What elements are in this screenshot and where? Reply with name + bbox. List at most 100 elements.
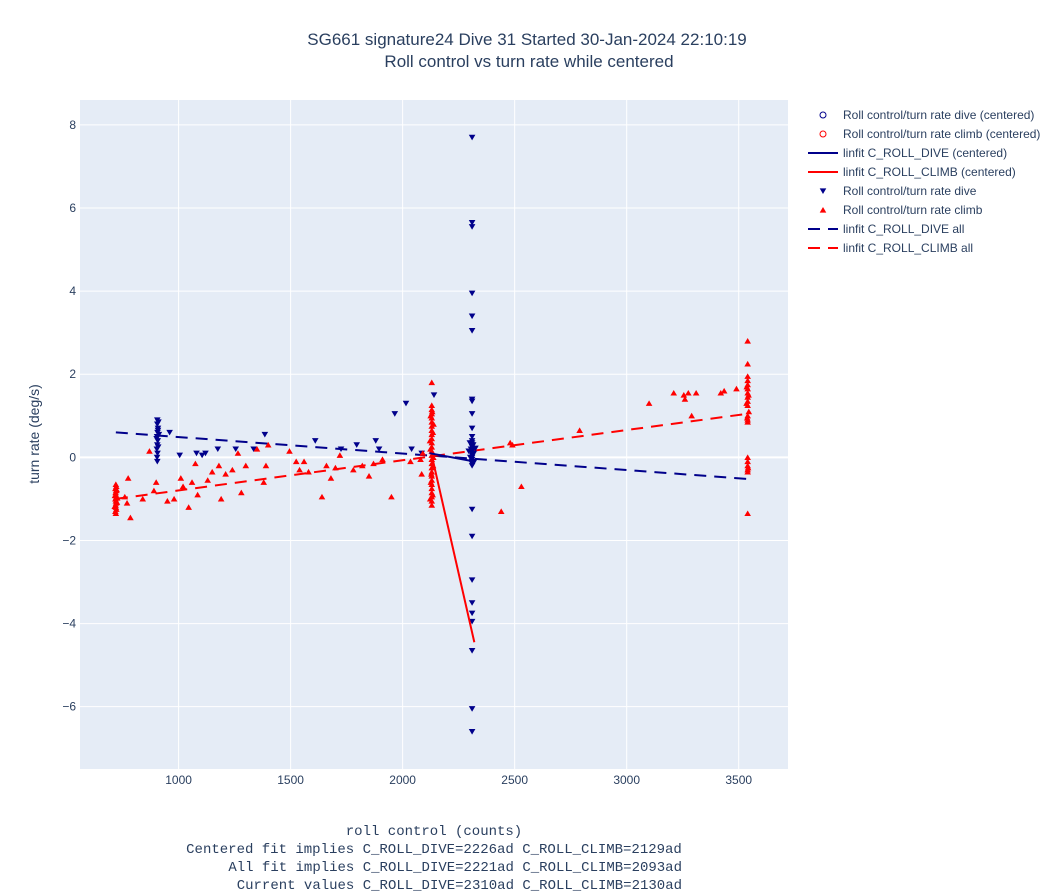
data-point [402, 400, 410, 407]
x-tick-label: 3000 [613, 773, 640, 787]
data-point [681, 396, 689, 402]
data-point [188, 479, 196, 485]
data-point [375, 446, 383, 453]
data-point [154, 427, 162, 434]
data-point [139, 495, 147, 502]
data-point [408, 446, 415, 453]
data-point [684, 389, 692, 396]
legend-item[interactable]: linfit C_ROLL_CLIMB all [808, 241, 973, 255]
data-point [468, 134, 476, 141]
data-point [242, 462, 250, 469]
data-point [745, 408, 753, 415]
y-tick-label: 8 [69, 118, 76, 132]
data-point [166, 429, 173, 436]
data-point [176, 452, 184, 459]
data-point [429, 429, 437, 436]
data-point [468, 600, 476, 606]
data-point [229, 466, 236, 473]
data-point [150, 487, 158, 494]
legend-label: Roll control/turn rate climb [843, 203, 983, 217]
data-point [353, 442, 361, 448]
series-line [115, 431, 748, 480]
data-point [692, 389, 700, 396]
data-point [391, 411, 399, 417]
data-point [379, 456, 386, 463]
data-point [214, 446, 222, 453]
data-point [468, 328, 476, 334]
legend-item[interactable]: Roll control/turn rate dive (centered) [819, 108, 1034, 122]
data-point [296, 466, 303, 473]
x-axis-title: roll control (counts) [346, 824, 522, 840]
data-point [370, 460, 377, 467]
data-point [407, 458, 414, 465]
data-point [468, 398, 476, 405]
y-tick-label: 4 [69, 284, 76, 298]
data-point [426, 495, 434, 502]
x-axis-title-group: roll control (counts) Centered fit impli… [186, 824, 682, 894]
data-point [262, 462, 270, 469]
y-tick-label: 6 [69, 201, 76, 215]
data-point [468, 224, 476, 230]
data-point [164, 497, 171, 504]
data-point [250, 446, 257, 453]
legend-swatch [819, 188, 827, 194]
legend-label: Roll control/turn rate dive [843, 184, 977, 198]
data-point [154, 444, 162, 450]
data-point [576, 427, 583, 433]
chart-subtitle: Roll control vs turn rate while centered [384, 52, 673, 71]
legend-item[interactable]: Roll control/turn rate dive [819, 184, 977, 198]
data-point [336, 452, 344, 458]
data-point [153, 436, 160, 442]
legend: Roll control/turn rate dive (centered) Ro… [808, 108, 1040, 255]
data-point [194, 491, 201, 498]
data-point [185, 504, 192, 510]
legend-swatch [819, 207, 827, 213]
data-point [372, 438, 380, 444]
legend-item[interactable]: linfit C_ROLL_CLIMB (centered) [808, 165, 1016, 179]
legend-item[interactable]: linfit C_ROLL_DIVE (centered) [808, 146, 1007, 160]
data-point [427, 412, 434, 419]
data-point [670, 389, 678, 396]
data-point [468, 433, 476, 440]
data-point [428, 470, 435, 477]
data-point [430, 421, 437, 427]
data-point [426, 437, 434, 444]
data-point [153, 454, 161, 461]
data-point [509, 441, 516, 448]
legend-item[interactable]: linfit C_ROLL_DIVE all [808, 222, 964, 236]
data-point [468, 706, 476, 712]
data-point [177, 475, 185, 481]
y-axis-title: turn rate (deg/s) [26, 384, 42, 484]
x-tick-label: 1000 [165, 773, 192, 787]
data-point [428, 502, 436, 508]
legend-item[interactable]: Roll control/turn rate climb [819, 203, 983, 217]
data-point [170, 495, 178, 502]
data-point [733, 385, 740, 392]
chart-title-group: SG661 signature24 Dive 31 Started 30-Jan… [307, 30, 746, 71]
series-line [115, 412, 748, 500]
data-point [111, 503, 119, 509]
data-point [388, 493, 395, 500]
data-point [113, 499, 121, 505]
legend-item[interactable]: Roll control/turn rate climb (centered) [819, 127, 1040, 141]
data-point [744, 464, 752, 471]
data-point [744, 454, 751, 460]
data-point [232, 446, 240, 453]
data-point [468, 729, 476, 735]
data-point [337, 446, 345, 453]
data-point [419, 450, 427, 456]
all-fit-note: All fit implies C_ROLL_DIVE=2221ad C_ROL… [228, 860, 682, 876]
data-point [468, 610, 476, 617]
data-point [497, 508, 505, 514]
y-tick-label: 0 [69, 450, 76, 464]
data-point [466, 454, 474, 461]
data-point [155, 431, 163, 438]
legend-label: linfit C_ROLL_DIVE (centered) [843, 146, 1007, 160]
data-point [359, 462, 366, 469]
data-point [429, 491, 436, 498]
data-point [417, 456, 424, 463]
legend-label: linfit C_ROLL_DIVE all [843, 222, 964, 236]
data-point [323, 462, 330, 469]
data-point [743, 383, 751, 390]
